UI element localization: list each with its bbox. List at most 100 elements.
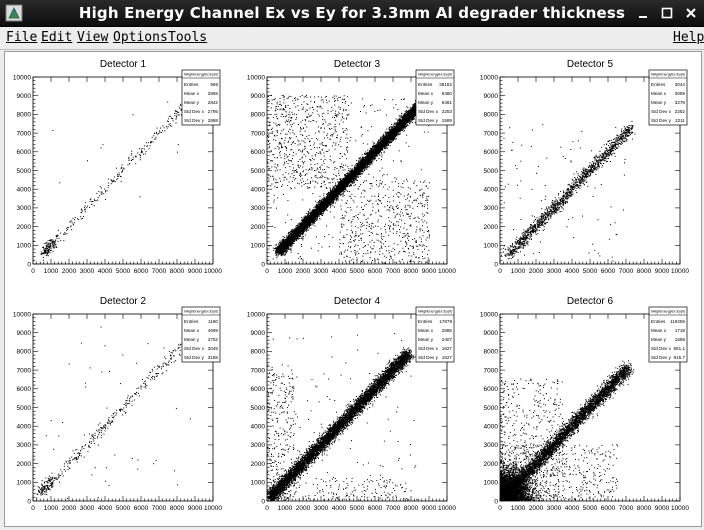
data-point	[141, 151, 143, 153]
minimize-icon[interactable]	[635, 5, 651, 21]
data-point	[69, 220, 71, 222]
data-point	[64, 231, 66, 233]
data-point	[64, 233, 66, 235]
data-point	[45, 250, 47, 252]
x-tick-label: 9000	[188, 268, 203, 275]
data-point	[139, 159, 141, 161]
data-point	[101, 191, 103, 193]
data-point	[273, 249, 275, 251]
menu-file[interactable]: File	[6, 30, 37, 45]
data-point	[46, 245, 48, 247]
menu-tools[interactable]: Tools	[168, 30, 207, 45]
data-point	[360, 172, 362, 174]
data-point	[284, 253, 286, 255]
menu-view[interactable]: View	[77, 30, 108, 45]
y-tick-label: 8000	[17, 112, 32, 119]
data-point	[47, 244, 49, 245]
data-point	[302, 219, 304, 221]
data-point	[50, 245, 52, 247]
data-point	[47, 247, 49, 249]
panel-title: Detector 1	[100, 59, 147, 70]
x-tick-label: 5000	[116, 268, 131, 275]
data-point	[117, 175, 119, 177]
data-point	[159, 131, 161, 133]
data-point	[338, 181, 340, 183]
data-point	[285, 252, 287, 254]
data-point	[139, 196, 141, 198]
app-icon[interactable]	[5, 4, 23, 22]
data-point	[174, 110, 176, 112]
data-point	[399, 115, 401, 117]
data-point	[401, 116, 402, 118]
data-point	[298, 222, 300, 224]
data-point	[81, 211, 83, 213]
x-tick-label: 2000	[62, 268, 77, 275]
data-point	[294, 240, 296, 242]
menu-help[interactable]: Help	[673, 30, 704, 45]
x-tick-label: 4000	[98, 268, 113, 275]
x-tick-label: 6000	[134, 268, 149, 275]
stats-box-header: hHighEnergyEx:Ey(0)	[184, 73, 219, 77]
data-point	[116, 179, 118, 181]
data-point	[52, 245, 54, 247]
data-point	[318, 203, 320, 205]
data-point	[170, 117, 172, 119]
data-point	[375, 158, 377, 160]
data-point	[395, 118, 397, 120]
data-point	[104, 188, 106, 190]
data-point	[82, 218, 83, 219]
data-point	[107, 178, 109, 180]
data-point	[290, 233, 292, 235]
menu-edit[interactable]: Edit	[41, 30, 72, 45]
data-point	[158, 132, 160, 134]
data-point	[275, 255, 277, 257]
data-point	[46, 250, 48, 252]
menu-file-label: File	[6, 30, 37, 45]
data-point	[73, 222, 75, 224]
data-point	[359, 175, 361, 177]
data-point	[332, 181, 334, 183]
data-point	[40, 253, 42, 255]
data-point	[122, 167, 124, 169]
data-point	[47, 240, 49, 242]
close-icon[interactable]	[683, 5, 699, 21]
data-point	[84, 209, 86, 211]
data-point	[341, 178, 343, 180]
data-point	[288, 246, 289, 248]
data-point	[381, 138, 383, 140]
data-point	[97, 197, 99, 198]
scatter-plots[interactable]: Detector 10 1000 2000 3000 4000 5000 6000 7000 8…	[5, 52, 701, 526]
stats-label: Std Dev y	[184, 118, 205, 123]
menu-bar: File Edit View Options Tools Help	[0, 27, 704, 50]
data-point	[410, 118, 412, 120]
data-point	[129, 163, 131, 165]
data-point	[319, 195, 321, 197]
data-point	[381, 156, 383, 158]
data-point	[295, 226, 297, 228]
data-point	[175, 111, 177, 113]
menu-options[interactable]: Options	[113, 30, 168, 45]
data-point	[276, 244, 277, 246]
plot-canvas[interactable]: Detector 1 0 1000 2000 3000 4000 5000 6000 7000 8…	[4, 51, 702, 527]
data-point	[102, 144, 104, 146]
data-point	[175, 117, 177, 119]
data-point	[280, 254, 282, 256]
data-point	[373, 145, 375, 147]
data-point	[87, 205, 89, 207]
data-point	[351, 182, 353, 184]
maximize-icon[interactable]	[659, 5, 675, 21]
data-point	[343, 177, 345, 179]
data-point	[371, 147, 373, 149]
data-point	[108, 182, 110, 184]
data-point	[139, 155, 141, 157]
data-point	[52, 130, 54, 131]
data-point	[167, 101, 169, 103]
data-point	[163, 127, 165, 129]
stats-value: 2868	[208, 91, 219, 96]
data-point	[106, 190, 108, 192]
data-point	[284, 253, 286, 255]
data-point	[47, 249, 49, 251]
stats-value: 2842	[208, 100, 219, 105]
title-bar[interactable]: High Energy Channel Ex vs Ey for 3.3mm A…	[0, 0, 704, 27]
data-point	[361, 173, 363, 175]
